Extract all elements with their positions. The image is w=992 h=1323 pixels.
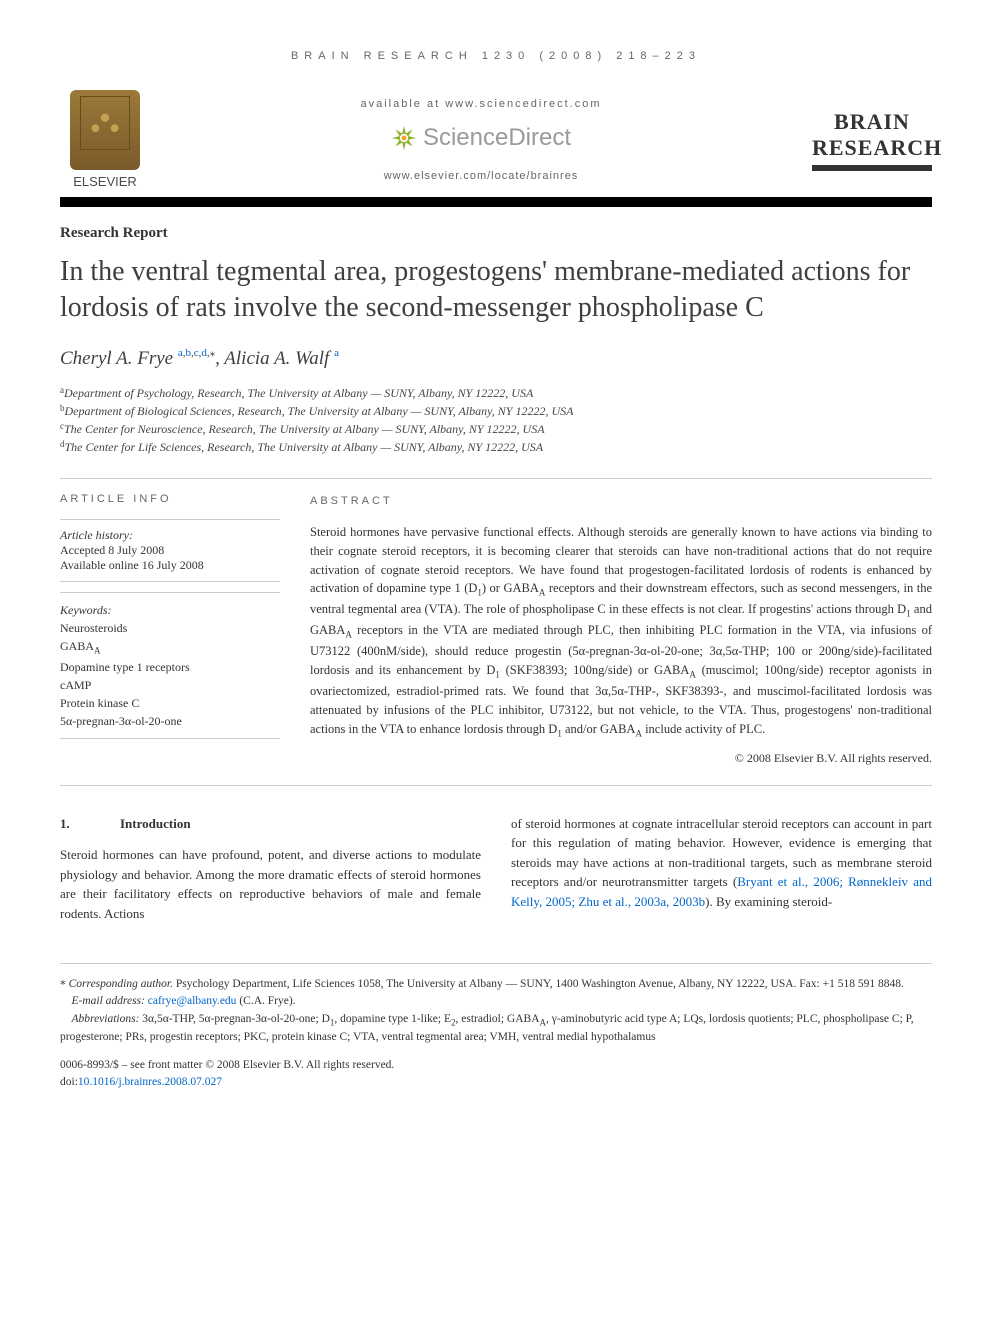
intro-para-left: Steroid hormones can have profound, pote…	[60, 845, 481, 923]
journal-citation: BRAIN RESEARCH 1230 (2008) 218–223	[60, 50, 932, 62]
intro-col-right: of steroid hormones at cognate intracell…	[511, 814, 932, 924]
elsevier-tree-icon	[70, 90, 140, 170]
keyword: GABAA	[60, 637, 280, 658]
front-matter: 0006-8993/$ – see front matter © 2008 El…	[60, 1057, 932, 1074]
elsevier-wordmark: ELSEVIER	[73, 174, 137, 189]
keyword: Neurosteroids	[60, 619, 280, 637]
history-label: Article history:	[60, 528, 280, 543]
introduction-section: 1.Introduction Steroid hormones can have…	[60, 814, 932, 924]
doi-link[interactable]: 10.1016/j.brainres.2008.07.027	[78, 1076, 222, 1088]
article-title: In the ventral tegmental area, progestog…	[60, 254, 932, 326]
article-history-block: Article history: Accepted 8 July 2008 Av…	[60, 519, 280, 582]
keyword: cAMP	[60, 676, 280, 694]
online-date: Available online 16 July 2008	[60, 558, 280, 573]
accepted-date: Accepted 8 July 2008	[60, 543, 280, 558]
keyword: Dopamine type 1 receptors	[60, 658, 280, 676]
section-number: 1.	[60, 814, 120, 834]
affiliation-b: bDepartment of Biological Sciences, Rese…	[60, 402, 932, 420]
available-at-text: available at www.sciencedirect.com	[150, 98, 812, 110]
affiliation-a: aDepartment of Psychology, Research, The…	[60, 384, 932, 402]
affiliation-c: cThe Center for Neuroscience, Research, …	[60, 420, 932, 438]
affiliation-list: aDepartment of Psychology, Research, The…	[60, 384, 932, 456]
journal-cover: BRAIN RESEARCH	[812, 109, 932, 171]
locate-url: www.elsevier.com/locate/brainres	[150, 170, 812, 182]
affiliation-d: dThe Center for Life Sciences, Research,…	[60, 438, 932, 456]
abbreviations: Abbreviations: 3α,5α-THP, 5α-pregnan-3α-…	[60, 1011, 932, 1047]
sciencedirect-wordmark: ScienceDirect	[423, 124, 571, 152]
article-type: Research Report	[60, 225, 932, 242]
abstract-copyright: © 2008 Elsevier B.V. All rights reserved…	[310, 749, 932, 767]
sciencedirect-burst-icon	[391, 125, 417, 151]
corresponding-author: ⁎ Corresponding author. Psychology Depar…	[60, 976, 932, 993]
journal-title-brain: BRAIN	[812, 109, 932, 135]
sciencedirect-logo: ScienceDirect	[150, 124, 812, 152]
elsevier-logo: ELSEVIER	[60, 90, 150, 189]
keyword: 5α-pregnan-3α-ol-20-one	[60, 712, 280, 730]
corresponding-label: Corresponding author.	[69, 978, 173, 990]
masthead-center: available at www.sciencedirect.com	[150, 98, 812, 182]
abstract-heading: ABSTRACT	[310, 493, 932, 510]
footer: ⁎ Corresponding author. Psychology Depar…	[60, 963, 932, 1091]
journal-title-research: RESEARCH	[812, 135, 932, 161]
keyword: Protein kinase C	[60, 694, 280, 712]
keywords-block: Keywords: NeurosteroidsGABAADopamine typ…	[60, 592, 280, 739]
author-list: Cheryl A. Frye a,b,c,d,⁎, Alicia A. Walf…	[60, 348, 932, 370]
email-line: E-mail address: cafrye@albany.edu (C.A. …	[60, 993, 932, 1010]
section-heading: 1.Introduction	[60, 814, 481, 834]
journal-cover-rule	[812, 165, 932, 171]
doi-line: doi:10.1016/j.brainres.2008.07.027	[60, 1074, 932, 1091]
email-link[interactable]: cafrye@albany.edu	[148, 995, 237, 1007]
abstract-text: Steroid hormones have pervasive function…	[310, 523, 932, 741]
keywords-label: Keywords:	[60, 601, 280, 619]
section-title: Introduction	[120, 816, 191, 831]
article-info-heading: ARTICLE INFO	[60, 493, 280, 505]
masthead: ELSEVIER available at www.sciencedirect.…	[60, 90, 932, 207]
abstract: ABSTRACT Steroid hormones have pervasive…	[310, 493, 932, 767]
intro-para-right-b: ). By examining steroid-	[705, 894, 832, 909]
info-abstract-row: ARTICLE INFO Article history: Accepted 8…	[60, 478, 932, 786]
article-info: ARTICLE INFO Article history: Accepted 8…	[60, 493, 280, 767]
intro-col-left: 1.Introduction Steroid hormones can have…	[60, 814, 481, 924]
